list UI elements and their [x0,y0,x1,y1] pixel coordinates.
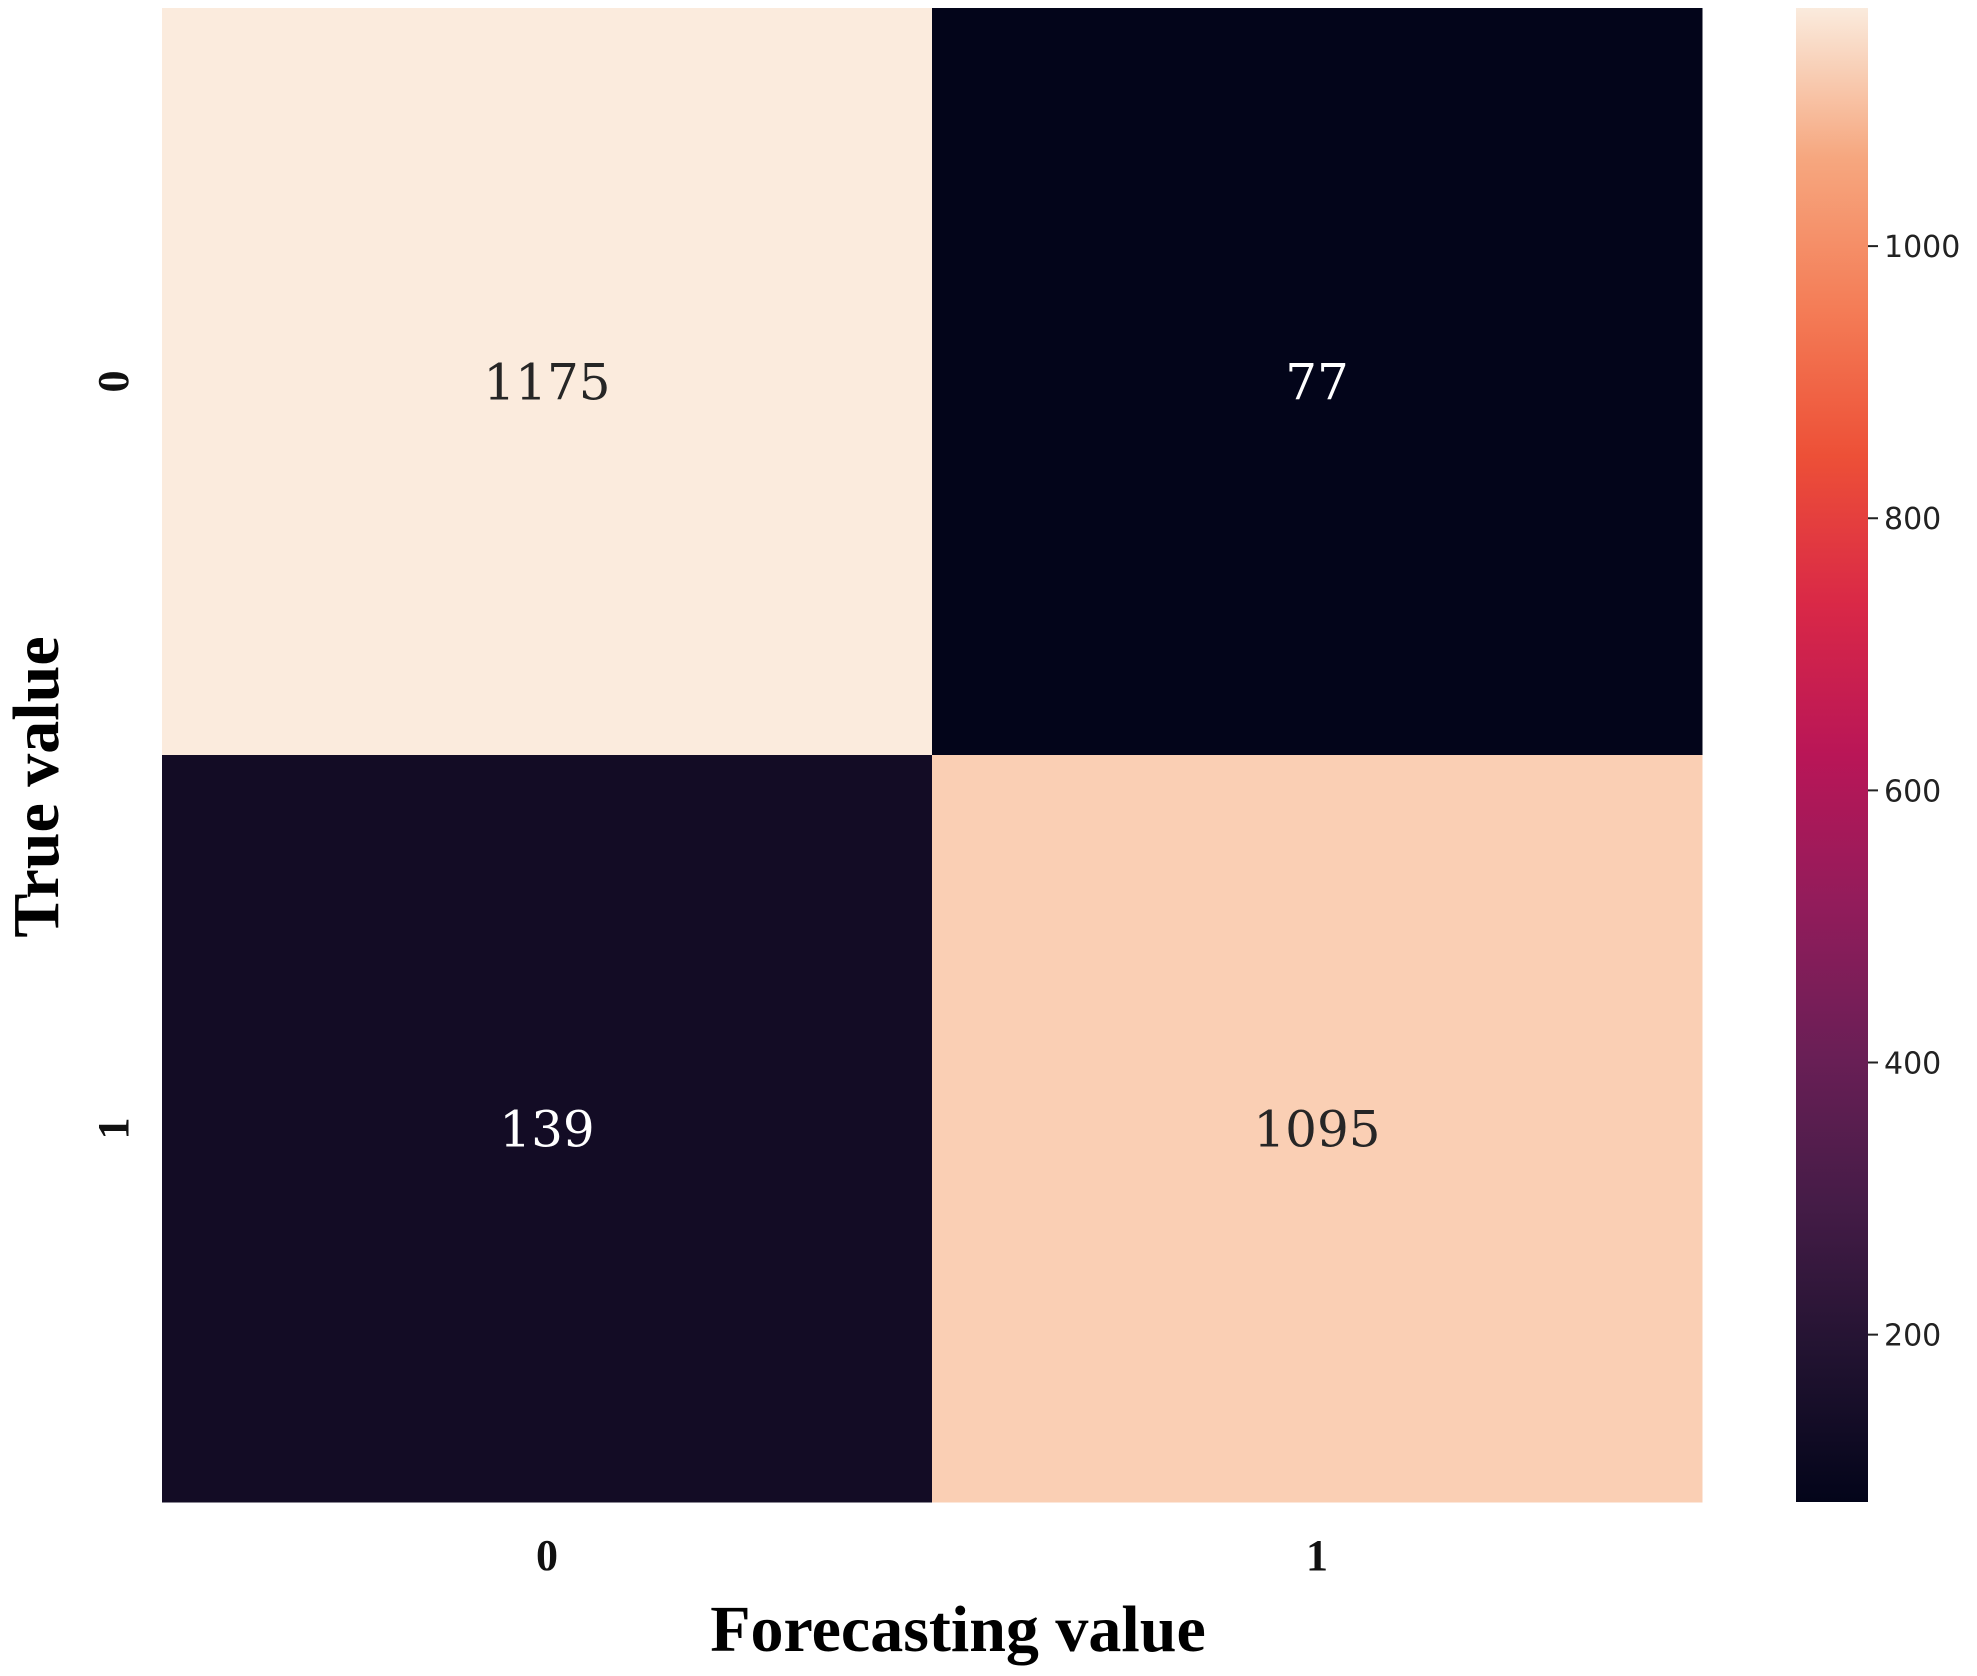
y-tick-1: 1 [89,1118,138,1140]
cell-value-r1-c0: 139 [499,1101,594,1159]
heatmap-cell-labels: 1175 77 139 1095 [483,354,1380,1159]
cell-value-r0-c0: 1175 [483,354,610,412]
colorbar-tick-label-400: 400 [1884,1047,1941,1082]
heatmap-cell-r1-c0 [162,755,933,1503]
colorbar-tick-label-800: 800 [1884,502,1941,537]
heatmap-cell-r0-c1 [932,8,1703,756]
y-tick-0: 0 [89,371,138,393]
colorbar-tick-label-200: 200 [1884,1319,1941,1354]
y-tick-labels: 01 [89,371,138,1140]
colorbar-tick-label-1000: 1000 [1884,230,1960,265]
heatmap-cell-r1-c1 [932,755,1703,1503]
colorbar [1796,8,1868,1502]
cell-value-r1-c1: 1095 [1253,1101,1380,1159]
cell-value-r0-c1: 77 [1285,354,1349,412]
colorbar-ticks: 200 400 600 800 1000 [1868,230,1960,1354]
heatmap-cell-r0-c0 [162,8,933,756]
colorbar-tick-label-600: 600 [1884,774,1941,809]
heatmap-cells [162,8,1703,1503]
x-tick-0: 0 [536,1531,558,1580]
y-axis-label: True value [0,636,73,937]
x-tick-1: 1 [1306,1531,1328,1580]
x-axis-label: Forecasting value [710,1593,1206,1666]
